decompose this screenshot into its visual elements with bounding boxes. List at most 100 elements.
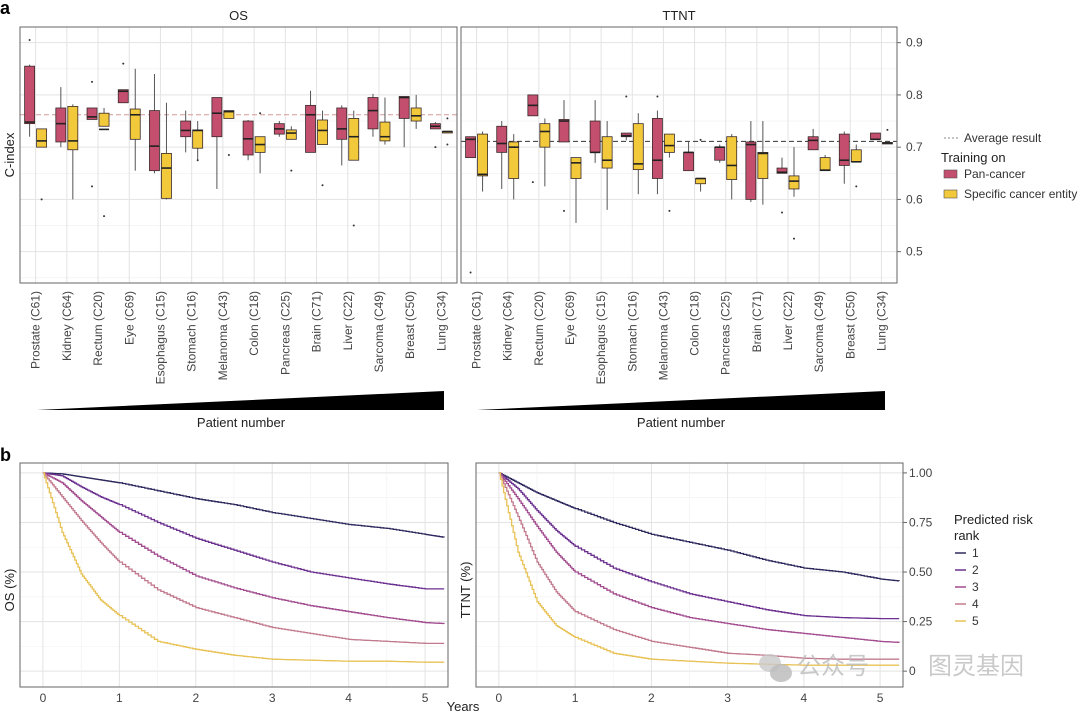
legend-pan-cancer-label: Pan-cancer: [964, 167, 1025, 181]
x-tick-label-lung-c34: Lung (C34): [874, 291, 888, 351]
box-outlier-point: [290, 169, 293, 172]
x-tick-label: 0: [40, 691, 47, 705]
box-specific-cancer-entity-rectum-c20: [539, 118, 551, 187]
box-outlier-point: [91, 80, 94, 83]
legend-pan-cancer-swatch: [943, 169, 958, 179]
box-pan-cancer-colon-c18: [242, 119, 254, 161]
box-specific-cancer-entity-melanoma-c43: [223, 110, 235, 156]
km-curve-rank-1: [498, 472, 900, 582]
box-specific-cancer-entity-lung-c34: [882, 128, 893, 145]
box-pan-cancer-lung-c34: [870, 132, 881, 141]
x-tick-label-kidney-c64: Kidney (C64): [501, 291, 515, 361]
box-iqr: [24, 65, 36, 125]
box-iqr: [305, 104, 316, 153]
box-iqr: [652, 118, 663, 179]
patient-number-triangle-os: [37, 391, 444, 410]
x-tick-label: 4: [801, 691, 808, 705]
facet-title-ttnt: TTNT: [662, 8, 695, 23]
panel-a-legend: Average result Training on Pan-cancer Sp…: [941, 131, 1077, 201]
box-outlier-point: [40, 198, 43, 201]
facet-title-os: OS: [229, 8, 248, 23]
watermark-text-left: 公众号: [797, 652, 869, 680]
x-tick-label-melanoma-c43: Melanoma (C43): [656, 291, 670, 380]
box-specific-cancer-entity-prostate-c61: [36, 128, 48, 201]
y-tick-label: 0.75: [909, 515, 933, 529]
box-pan-cancer-liver-c22: [776, 157, 788, 214]
x-tick-label-eye-c69: Eye (C69): [563, 291, 577, 345]
legend-risk-label: 3: [972, 580, 979, 594]
box-outlier-point: [122, 62, 125, 65]
box-iqr: [98, 112, 110, 127]
patient-number-label-os: Patient number: [197, 415, 286, 430]
box-specific-cancer-entity-pancreas-c25: [726, 134, 738, 200]
legend-risk-item-1: 1: [955, 546, 979, 560]
box-pan-cancer-esophagus-c15: [589, 100, 601, 163]
box-pan-cancer-brain-c71: [745, 121, 757, 203]
box-outlier-point: [446, 117, 449, 120]
x-tick-label-eye-c69: Eye (C69): [122, 291, 136, 345]
box-specific-cancer-entity-eye-c69: [570, 157, 582, 223]
watermark-text-right: 图灵基因: [928, 652, 1024, 680]
box-iqr: [726, 136, 738, 180]
x-tick-label-prostate-c61: Prostate (C61): [29, 291, 43, 369]
box-iqr: [117, 89, 129, 104]
box-iqr: [539, 123, 551, 148]
x-tick-label: 1: [116, 691, 123, 705]
x-tick-label-sarcoma-c49: Sarcoma (C49): [372, 291, 386, 372]
box-iqr: [398, 96, 410, 119]
box-pan-cancer-breast-c50: [838, 131, 850, 184]
panel-b-ttnt-plot: 0 1 2 3 4 5: [475, 462, 904, 705]
box-specific-cancer-entity-esophagus-c15: [601, 121, 613, 210]
box-iqr: [683, 151, 694, 172]
x-tick-label: 3: [724, 691, 731, 705]
box-iqr: [149, 110, 160, 172]
box-specific-cancer-entity-stomach-c16: [192, 121, 204, 162]
box-pan-cancer-rectum-c20: [86, 80, 98, 188]
legend-risk-label: 2: [972, 563, 979, 577]
legend-risk-title-line1: Predicted risk: [954, 512, 1033, 527]
panel-a-letter: a: [0, 0, 11, 18]
box-iqr: [838, 133, 850, 166]
panel-b-os-y-title: OS (%): [2, 569, 17, 612]
box-iqr: [477, 133, 488, 177]
panel-b-legend: Predicted risk rank 1 2 3 4 5: [954, 512, 1033, 628]
box-specific-cancer-entity-sarcoma-c49: [379, 97, 391, 145]
plot-border: [475, 462, 904, 688]
box-specific-cancer-entity-kidney-c64: [67, 104, 79, 200]
box-outlier-point: [28, 39, 31, 42]
patient-number-label-ttnt: Patient number: [637, 415, 726, 430]
legend-risk-item-2: 2: [955, 563, 979, 577]
box-pan-cancer-melanoma-c43: [211, 97, 223, 189]
box-pan-cancer-breast-c50: [398, 96, 410, 148]
box-specific-cancer-entity-brain-c71: [757, 121, 769, 205]
box-outlier-point: [434, 146, 437, 149]
box-iqr: [379, 121, 391, 142]
x-tick-label-stomach-c16: Stomach (C16): [185, 291, 199, 372]
x-tick-label-colon-c18: Colon (C18): [247, 291, 261, 356]
box-outlier-point: [103, 215, 106, 218]
box-iqr: [161, 153, 172, 199]
x-tick-label-rectum-c20: Rectum (C20): [91, 291, 105, 366]
box-outlier-point: [321, 184, 324, 187]
box-iqr: [86, 107, 98, 120]
legend-risk-item-3: 3: [955, 580, 979, 594]
box-specific-cancer-entity-eye-c69: [129, 68, 141, 171]
x-tick-label: 2: [192, 691, 199, 705]
y-tick-label: 1.00: [909, 466, 933, 480]
x-tick-label-brain-c71: Brain (C71): [310, 291, 324, 352]
box-specific-cancer-entity-lung-c34: [441, 117, 453, 146]
legend-risk-item-4: 4: [955, 597, 979, 611]
box-specific-cancer-entity-stomach-c16: [632, 113, 644, 195]
legend-risk-item-5: 5: [955, 614, 979, 628]
x-tick-label-pancreas-c25: Pancreas (C25): [719, 291, 733, 375]
box-pan-cancer-sarcoma-c49: [367, 93, 379, 137]
box-pan-cancer-brain-c71: [305, 90, 316, 153]
box-iqr: [285, 129, 297, 140]
box-outlier-point: [886, 128, 889, 131]
box-pan-cancer-prostate-c61: [24, 39, 36, 137]
box-pan-cancer-kidney-c64: [496, 121, 508, 189]
box-outlier-point: [227, 154, 230, 156]
box-outlier-point: [563, 209, 565, 212]
panel-a-y-axis: 0.5 0.6 0.7 0.8 0.9: [897, 36, 923, 259]
